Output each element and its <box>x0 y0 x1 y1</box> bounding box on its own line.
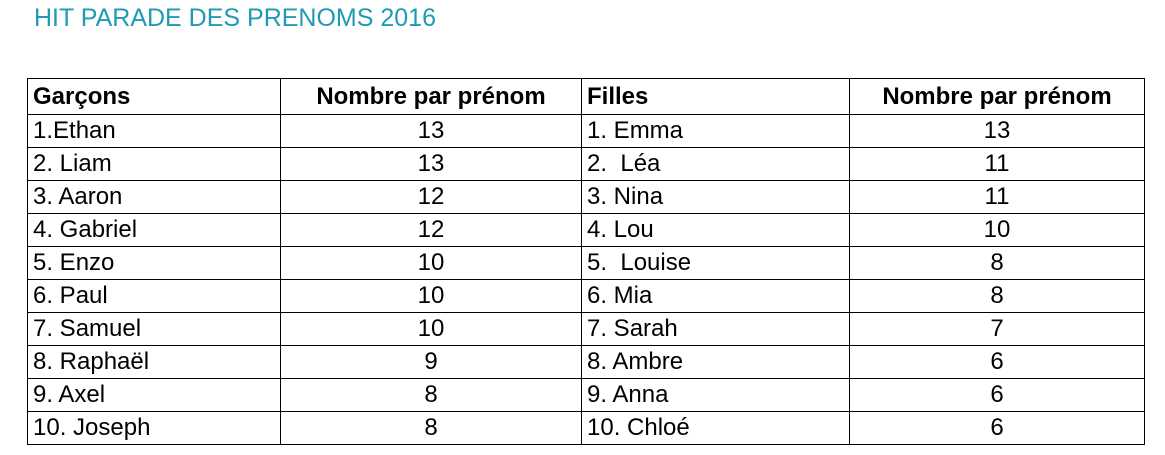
girl-name: 10. Chloé <box>581 411 850 445</box>
girl-count: 6 <box>849 345 1145 379</box>
boy-name: 1.Ethan <box>27 114 281 148</box>
girl-name: 8. Ambre <box>581 345 850 379</box>
girl-name: 9. Anna <box>581 378 850 412</box>
boy-count: 10 <box>280 279 582 313</box>
table-row: 10. Joseph 8 10. Chloé 6 <box>27 411 1145 445</box>
table-row: 5. Enzo 10 5. Louise 8 <box>27 246 1145 280</box>
boy-name: 2. Liam <box>27 147 281 181</box>
table-row: 7. Samuel 10 7. Sarah 7 <box>27 312 1145 346</box>
girl-name: 2. Léa <box>581 147 850 181</box>
boy-count: 10 <box>280 312 582 346</box>
header-row: Garçons Nombre par prénom Filles Nombre … <box>27 78 1145 115</box>
page-title: HIT PARADE DES PRENOMS 2016 <box>34 4 436 32</box>
boy-name: 9. Axel <box>27 378 281 412</box>
boy-count: 10 <box>280 246 582 280</box>
table-row: 1.Ethan 13 1. Emma 13 <box>27 114 1145 148</box>
boy-name: 3. Aaron <box>27 180 281 214</box>
table-row: 6. Paul 10 6. Mia 8 <box>27 279 1145 313</box>
girl-count: 6 <box>849 378 1145 412</box>
table-row: 2. Liam 13 2. Léa 11 <box>27 147 1145 181</box>
header-girls: Filles <box>581 78 850 115</box>
header-boys: Garçons <box>27 78 281 115</box>
header-girls-count: Nombre par prénom <box>849 78 1145 115</box>
boy-name: 5. Enzo <box>27 246 281 280</box>
boy-name: 8. Raphaël <box>27 345 281 379</box>
boy-name: 4. Gabriel <box>27 213 281 247</box>
girl-name: 6. Mia <box>581 279 850 313</box>
boy-count: 13 <box>280 147 582 181</box>
girl-count: 10 <box>849 213 1145 247</box>
girl-name: 1. Emma <box>581 114 850 148</box>
girl-name: 3. Nina <box>581 180 850 214</box>
boy-count: 12 <box>280 213 582 247</box>
boy-count: 12 <box>280 180 582 214</box>
girl-count: 8 <box>849 246 1145 280</box>
header-boys-count: Nombre par prénom <box>280 78 582 115</box>
boy-name: 10. Joseph <box>27 411 281 445</box>
table-row: 4. Gabriel 12 4. Lou 10 <box>27 213 1145 247</box>
girl-name: 7. Sarah <box>581 312 850 346</box>
girl-count: 11 <box>849 147 1145 181</box>
girl-count: 11 <box>849 180 1145 214</box>
boy-name: 6. Paul <box>27 279 281 313</box>
names-table: Garçons Nombre par prénom Filles Nombre … <box>27 78 1145 445</box>
boy-count: 8 <box>280 378 582 412</box>
girl-count: 8 <box>849 279 1145 313</box>
girl-count: 13 <box>849 114 1145 148</box>
table-row: 8. Raphaël 9 8. Ambre 6 <box>27 345 1145 379</box>
boy-name: 7. Samuel <box>27 312 281 346</box>
girl-count: 6 <box>849 411 1145 445</box>
girl-count: 7 <box>849 312 1145 346</box>
table-row: 3. Aaron 12 3. Nina 11 <box>27 180 1145 214</box>
table-row: 9. Axel 8 9. Anna 6 <box>27 378 1145 412</box>
boy-count: 13 <box>280 114 582 148</box>
girl-name: 5. Louise <box>581 246 850 280</box>
boy-count: 8 <box>280 411 582 445</box>
boy-count: 9 <box>280 345 582 379</box>
girl-name: 4. Lou <box>581 213 850 247</box>
